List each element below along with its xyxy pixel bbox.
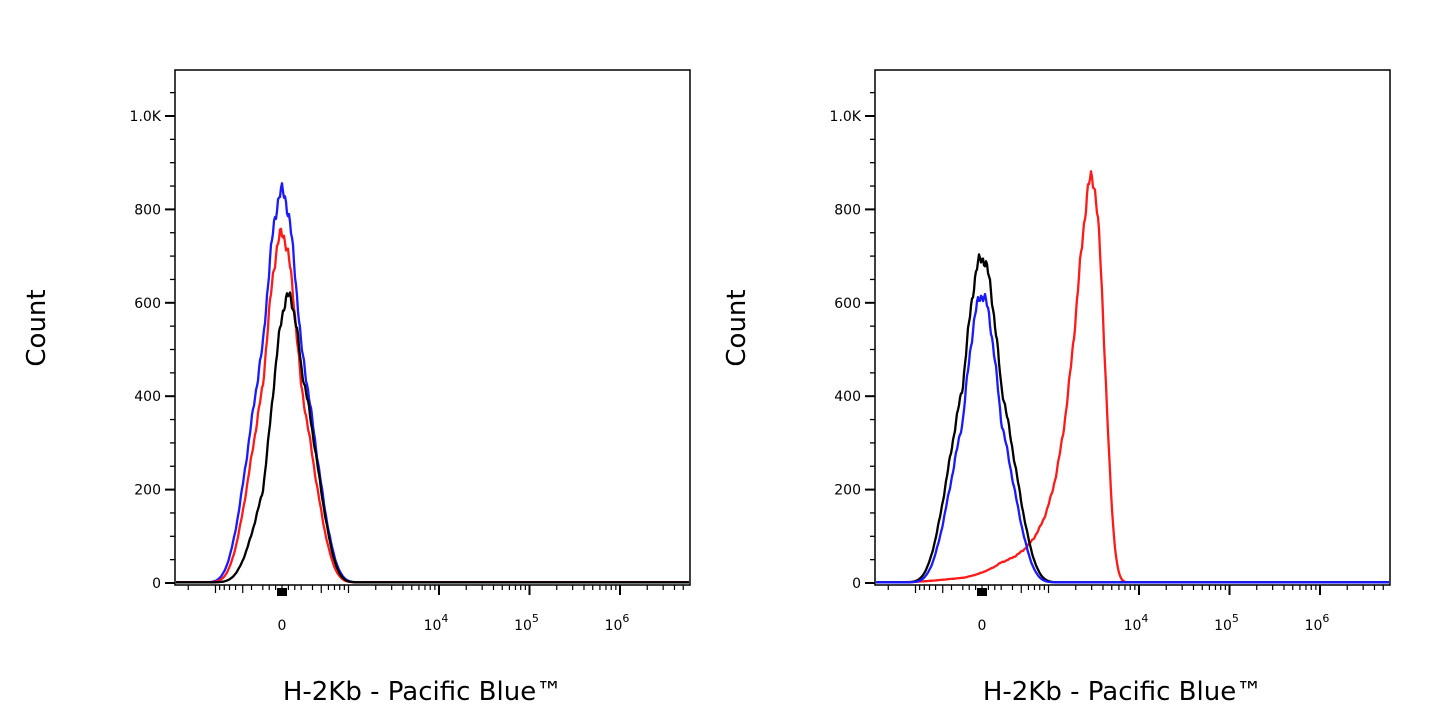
y-tick-label: 400 — [134, 389, 161, 405]
y-tick-label: 200 — [134, 483, 161, 499]
x-tick-label: 105 — [1214, 612, 1239, 634]
y-tick-label: 0 — [852, 576, 861, 592]
x-axis-label: H-2Kb - Pacific Blue™ — [283, 677, 562, 707]
y-tick-label: 400 — [834, 389, 861, 405]
x-tick-label: 0 — [278, 618, 287, 634]
y-tick-label: 1.0K — [830, 109, 862, 125]
y-axis-label: Count — [22, 289, 52, 366]
x-tick-label: 0 — [978, 618, 987, 634]
y-tick-label: 600 — [834, 296, 861, 312]
x-tick-label: 104 — [424, 612, 449, 634]
histogram-series-2 — [175, 291, 690, 584]
histogram-panel-left: 0 200 400 600 800 1.0K 0 104 105 106 H-2Kb - Pacif… — [22, 69, 691, 707]
x-tick-label: 104 — [1124, 612, 1149, 634]
plot-area — [874, 69, 1391, 586]
y-axis-label: Count — [722, 289, 752, 366]
y-tick-label: 800 — [834, 202, 861, 218]
x-tick-label: 106 — [1305, 612, 1330, 634]
x-axis-label: H-2Kb - Pacific Blue™ — [983, 677, 1262, 707]
plot-area — [174, 69, 691, 586]
histogram-panel-right: 0 200 400 600 800 1.0K 0 104 105 106 H-2Kb - Pacif… — [722, 69, 1391, 707]
zero-marker — [277, 588, 287, 596]
x-tick-label: 106 — [605, 612, 630, 634]
histogram-series-0 — [175, 182, 690, 584]
y-tick-label: 800 — [134, 202, 161, 218]
zero-marker — [977, 588, 987, 596]
y-tick-label: 1.0K — [130, 109, 162, 125]
histogram-series-0 — [875, 170, 1390, 584]
histogram-series-1 — [875, 253, 1390, 584]
y-tick-label: 200 — [834, 483, 861, 499]
y-tick-label: 600 — [134, 296, 161, 312]
histogram-series-2 — [875, 292, 1390, 584]
x-tick-label: 105 — [514, 612, 539, 634]
y-tick-label: 0 — [152, 576, 161, 592]
